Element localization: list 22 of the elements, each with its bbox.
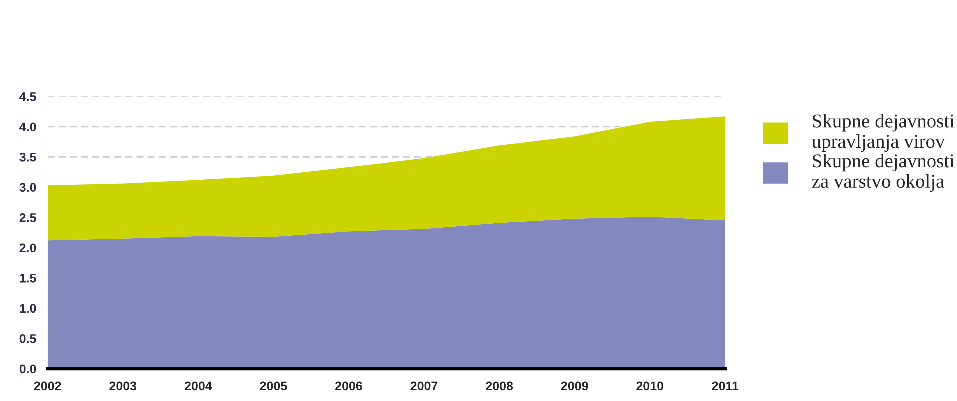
x-tick-label: 2004	[184, 382, 212, 391]
x-tick-label: 2010	[636, 382, 664, 391]
x-tick-label: 2003	[110, 382, 137, 391]
y-tick-label: 0.0	[20, 364, 36, 374]
x-tick-label: 2008	[486, 382, 514, 391]
y-tick-label: 4.0	[20, 122, 36, 132]
x-tick-label: 2005	[260, 382, 288, 391]
x-tick-label: 2011	[712, 382, 739, 391]
y-tick-label: 3.5	[20, 152, 36, 162]
x-tick-label: 2002	[34, 382, 62, 391]
y-tick-label: 2.5	[20, 213, 36, 222]
x-tick-label: 2009	[561, 382, 588, 391]
legend-label: Skupne dejavnosti upravljanja virov	[812, 114, 955, 152]
y-tick-label: 4.5	[20, 92, 36, 102]
y-tick-label: 2.0	[20, 244, 36, 253]
y-tick-label: 1.0	[20, 304, 36, 314]
legend-label: Skupne dejavnosti za varstvo okolja	[812, 154, 955, 192]
y-tick-label: 0.5	[20, 334, 36, 344]
y-tick-label: 3.0	[20, 183, 36, 192]
x-tick-label: 2006	[336, 382, 362, 391]
x-tick-label: 2007	[410, 382, 438, 391]
y-tick-label: 1.5	[20, 274, 36, 283]
